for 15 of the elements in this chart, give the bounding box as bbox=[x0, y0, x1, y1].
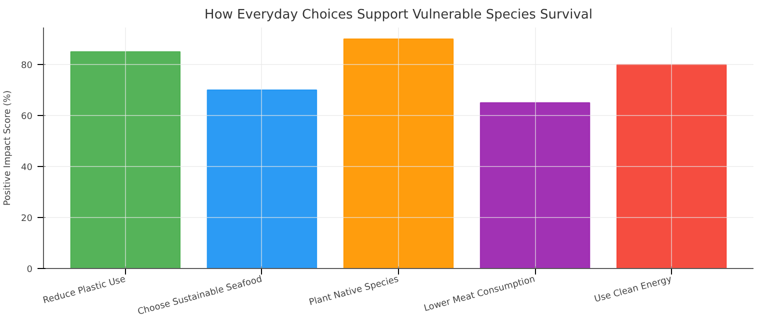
bar bbox=[206, 89, 318, 268]
y-tick-label: 40 bbox=[21, 162, 33, 173]
bar bbox=[70, 51, 181, 268]
x-tick-label: Reduce Plastic Use bbox=[42, 274, 128, 306]
y-tick-label: 60 bbox=[21, 112, 33, 122]
y-tick-label: 20 bbox=[21, 214, 33, 224]
y-tick-label: 80 bbox=[21, 60, 33, 71]
bar bbox=[343, 38, 454, 268]
y-axis-title: Positive Impact Score (%) bbox=[3, 90, 14, 206]
chart-title: How Everyday Choices Support Vulnerable Species Survival bbox=[204, 8, 592, 22]
bar bbox=[616, 64, 727, 268]
bar bbox=[480, 102, 590, 268]
x-tick-label: Plant Native Species bbox=[308, 274, 400, 308]
y-tick-label: 0 bbox=[26, 265, 33, 275]
x-tick-label: Use Clean Energy bbox=[593, 274, 674, 305]
